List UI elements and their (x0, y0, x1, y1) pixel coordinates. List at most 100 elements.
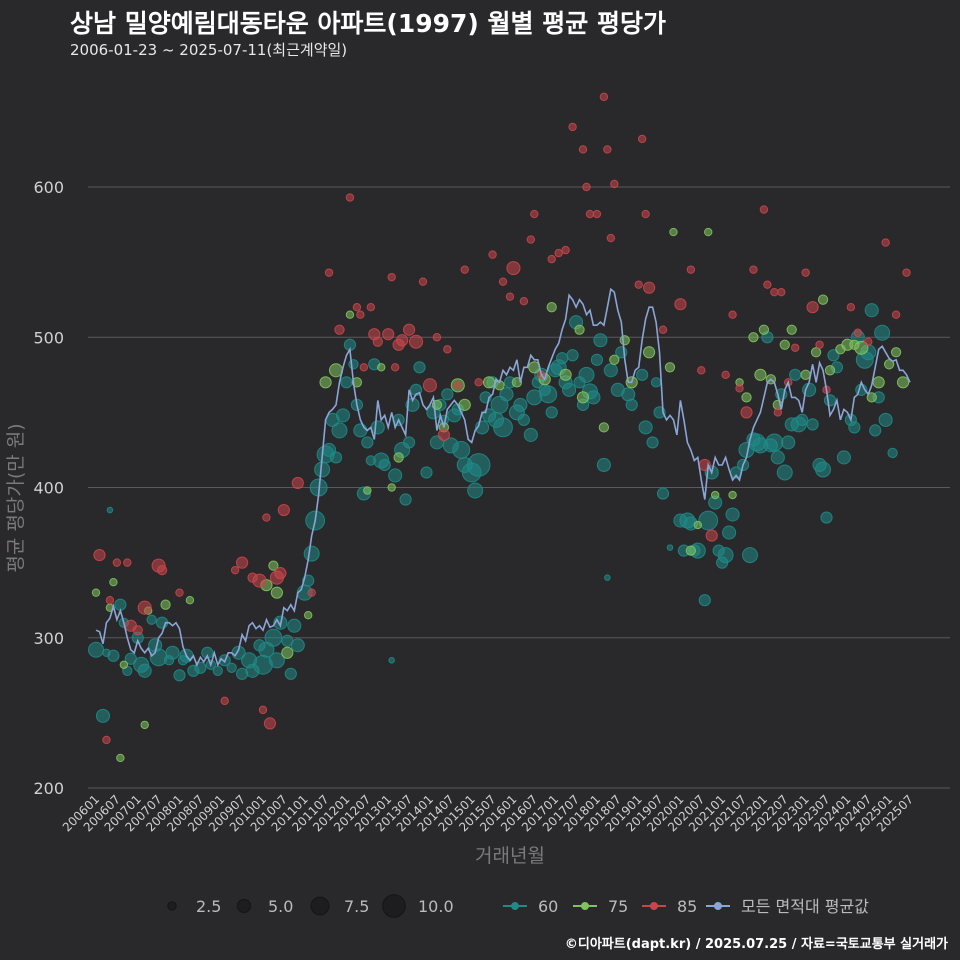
data-point-75 (758, 324, 770, 335)
legend: 2.5 5.0 7.5 10.0 60 75 85 모든 면적대 평균값 (167, 894, 869, 918)
data-point-85 (846, 303, 856, 312)
data-point-85 (606, 233, 616, 243)
legend-size-label: 5.0 (268, 897, 293, 916)
data-point-75 (643, 346, 656, 359)
data-point-60 (493, 417, 513, 438)
data-point-85 (262, 513, 271, 522)
y-axis-label: 평균 평당가(만 원) (5, 423, 27, 572)
data-point-60 (517, 413, 530, 426)
data-point-85 (585, 209, 595, 219)
data-point-60 (717, 547, 734, 564)
legend-size-label: 10.0 (418, 897, 454, 916)
data-point-75 (704, 227, 713, 237)
data-point-75 (546, 302, 557, 313)
data-point-60 (137, 663, 152, 678)
data-point-85 (102, 735, 111, 745)
data-point-85 (382, 328, 395, 341)
data-point-85 (686, 265, 696, 274)
legend-size-label: 7.5 (344, 897, 369, 916)
data-point-60 (789, 368, 802, 381)
data-point-75 (754, 368, 767, 381)
data-point-60 (287, 618, 302, 633)
data-point-85 (345, 193, 355, 202)
data-point-85 (263, 717, 277, 730)
data-point-85 (735, 384, 744, 393)
data-point-75 (559, 368, 572, 381)
data-point-85 (505, 292, 515, 301)
data-point-85 (277, 503, 290, 517)
data-point-60 (770, 450, 785, 465)
data-point-60 (578, 366, 595, 383)
data-point-60 (722, 525, 737, 540)
x-axis-label: 거래년월 (475, 845, 545, 867)
data-point-60 (303, 545, 320, 562)
data-point-60 (815, 461, 832, 478)
data-point-85 (740, 406, 753, 419)
data-point-85 (460, 265, 469, 274)
data-point-75 (890, 347, 902, 358)
data-point-85 (801, 268, 810, 277)
data-point-75 (786, 324, 797, 335)
data-point-75 (576, 391, 590, 404)
data-point-75 (866, 392, 877, 403)
data-point-85 (578, 145, 588, 154)
data-point-85 (610, 179, 619, 189)
data-point-85 (359, 363, 369, 372)
data-point-85 (674, 298, 687, 311)
data-point-60 (441, 388, 454, 401)
data-point-60 (201, 646, 214, 659)
legend-series-label: 75 (608, 897, 628, 916)
data-point-60 (329, 451, 343, 464)
legend-size-label: 2.5 (196, 897, 221, 916)
data-point-85 (366, 303, 376, 312)
data-point-60 (370, 420, 385, 435)
data-point-75 (741, 392, 752, 403)
data-point-75 (872, 376, 885, 389)
data-point-60 (146, 614, 157, 625)
data-point-60 (625, 398, 638, 411)
legend-size-marker (310, 896, 330, 916)
data-point-85 (437, 428, 450, 442)
data-point-60 (539, 385, 558, 404)
data-point-85 (274, 567, 287, 580)
data-point-60 (523, 427, 538, 442)
data-point-60 (836, 450, 851, 465)
data-point-75 (109, 577, 118, 587)
data-point-85 (658, 325, 668, 334)
data-point-85 (519, 296, 529, 306)
data-point-60 (467, 482, 484, 499)
data-point-60 (331, 422, 348, 439)
legend-series-swatch-dot (581, 902, 589, 910)
data-point-75 (458, 398, 471, 411)
data-point-85 (721, 370, 730, 380)
data-point-85 (175, 588, 184, 597)
x-tick-labels: 2006012006072007012007072008012008072009… (60, 792, 916, 834)
data-point-60 (806, 418, 819, 431)
data-point-85 (372, 336, 383, 347)
data-point-60 (666, 544, 674, 551)
data-point-75 (270, 586, 283, 599)
data-point-75 (119, 660, 129, 669)
data-point-60 (848, 421, 861, 434)
data-point-85 (554, 248, 563, 258)
data-point-85 (220, 696, 229, 706)
data-point-60 (545, 406, 558, 419)
data-point-60 (88, 641, 104, 658)
data-point-85 (105, 595, 115, 605)
data-point-75 (810, 347, 822, 358)
data-point-60 (107, 649, 120, 662)
y-tick-label: 400 (33, 479, 64, 498)
data-point-75 (669, 227, 678, 237)
legend-series-label: 85 (677, 897, 697, 916)
chart-title: 상남 밀양예림대동타운 아파트(1997) 월별 평균 평당가 (70, 9, 666, 38)
data-point-60 (604, 574, 611, 581)
data-point-85 (530, 209, 539, 219)
data-point-85 (474, 378, 483, 387)
data-point-60 (466, 453, 491, 477)
data-point-75 (693, 520, 703, 530)
data-point-60 (698, 510, 719, 531)
data-point-85 (561, 245, 570, 255)
data-point-85 (592, 209, 602, 219)
average-line (95, 287, 911, 668)
